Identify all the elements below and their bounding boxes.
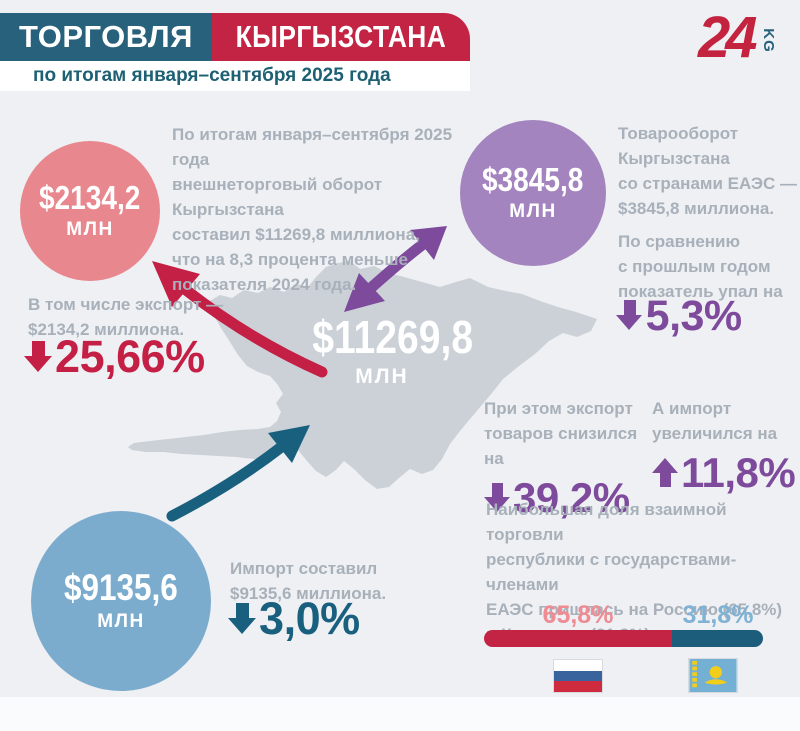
eaeu-share-note: Наибольшая доля взаимной торговли респуб… [486, 500, 783, 644]
kazakhstan-share-label: 31,8% [682, 601, 754, 629]
import-arrow [166, 425, 310, 522]
eaeu-circle: $3845,8 МЛН [460, 120, 606, 266]
export-change-value: 25,66% [55, 331, 205, 382]
kazakhstan-bar-segment [672, 630, 763, 647]
eaeu-export-stat: При этом экспорт товаров снизился на 39,… [484, 396, 659, 519]
eaeu-circle-unit: МЛН [509, 200, 557, 222]
russia-flag [553, 659, 603, 693]
import-circle-value: $9135,6 [64, 567, 178, 609]
russia-bar-segment [484, 630, 673, 647]
header-title-right-label: КЫРГЫЗСТАНА [235, 19, 447, 54]
header-title-right: КЫРГЫЗСТАНА [212, 13, 470, 61]
header-title-left-label: ТОРГОВЛЯ [19, 19, 193, 54]
russia-share-label: 65,8% [542, 601, 614, 629]
kazakhstan-flag [688, 658, 738, 693]
export-circle-unit: МЛН [66, 218, 114, 240]
export-note: В том числе экспорт — $2134,2 миллиона. [28, 295, 224, 339]
down-arrow-icon [228, 602, 257, 634]
logo-24kg: 24 KG [698, 6, 793, 78]
eaeu-export-note: При этом экспорт товаров снизился на [484, 399, 638, 468]
eaeu-import-stat: А импорт увеличился на 11,8% [652, 396, 797, 494]
eaeu-export-change: 39,2% [484, 477, 659, 519]
russia-flag-white-stripe [554, 660, 602, 671]
total-trade-value: $11269,8 [312, 311, 474, 363]
eaeu-change: 5,3% [616, 295, 742, 338]
import-note: Импорт составил $9135,6 миллиона. [230, 559, 387, 603]
intro-paragraph: По итогам января–сентября 2025 года внеш… [172, 125, 453, 294]
down-arrow-icon [24, 340, 53, 372]
total-trade-value-block: $11269,8 МЛН [298, 314, 473, 389]
eaeu-export-change-value: 39,2% [512, 474, 630, 521]
eaeu-import-change: 11,8% [652, 452, 797, 494]
kazakhstan-flag-eagle [704, 679, 728, 685]
footer-strip [0, 697, 800, 731]
down-arrow-icon [616, 299, 644, 330]
import-circle-unit: МЛН [97, 610, 145, 632]
russia-flag-blue-stripe [554, 670, 602, 682]
eaeu-arrow [344, 226, 447, 312]
header-subtitle: по итогам января–сентября 2025 года [33, 65, 391, 86]
import-change: 3,0% [228, 596, 360, 641]
eaeu-note: Товарооборот Кыргызстана со странами ЕАЭ… [618, 124, 797, 218]
russia-flag-red-stripe [554, 681, 602, 693]
import-circle: $9135,6 МЛН [31, 511, 211, 691]
header-subtitle-strip: по итогам января–сентября 2025 года [0, 61, 470, 91]
export-circle-value: $2134,2 [39, 179, 141, 217]
export-change: 25,66% [24, 334, 205, 379]
up-arrow-icon [652, 457, 679, 487]
eaeu-import-change-value: 11,8% [680, 449, 796, 496]
logo-24-text: 24 [698, 5, 757, 70]
eaeu-comparison-note: По сравнению с прошлым годом показатель … [618, 232, 783, 301]
eaeu-change-value: 5,3% [645, 292, 743, 340]
eaeu-import-note: А импорт увеличился на [652, 399, 778, 443]
trade-share-bar [484, 630, 763, 647]
header-title-left: ТОРГОВЛЯ [0, 13, 212, 61]
export-arrow [152, 261, 328, 378]
total-trade-unit: МЛН [355, 365, 409, 388]
kyrgyzstan-map-shape [128, 261, 597, 489]
eaeu-circle-value: $3845,8 [482, 161, 584, 199]
down-arrow-icon [484, 482, 511, 512]
kazakhstan-flag-ornament [692, 660, 697, 688]
export-circle: $2134,2 МЛН [20, 141, 160, 281]
logo-kg-text: KG [759, 28, 777, 53]
import-change-value: 3,0% [259, 593, 360, 644]
kazakhstan-flag-sun [709, 666, 722, 679]
